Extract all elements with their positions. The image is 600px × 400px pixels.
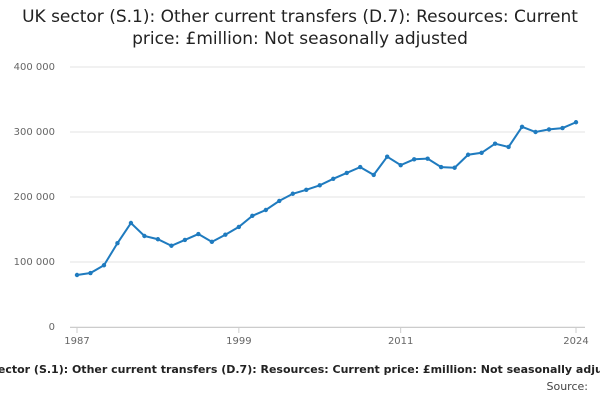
x-tick-label: 2011 — [388, 336, 413, 347]
point — [438, 164, 444, 170]
point — [506, 144, 511, 150]
point — [452, 165, 457, 170]
point — [101, 263, 107, 268]
point — [358, 164, 363, 170]
point — [209, 239, 215, 245]
point — [533, 129, 538, 135]
y-tick-label: 400 000 — [14, 62, 55, 73]
point — [573, 120, 579, 125]
point — [546, 127, 552, 132]
point — [290, 191, 295, 196]
y-tick-label: 0 — [49, 322, 55, 333]
point — [384, 154, 390, 159]
point — [331, 176, 336, 181]
source: Source: — [547, 380, 589, 393]
point — [223, 232, 228, 237]
point — [155, 237, 161, 242]
point — [411, 157, 417, 162]
point — [425, 156, 430, 161]
point — [115, 240, 120, 246]
point — [479, 150, 484, 155]
point — [142, 233, 147, 239]
point — [519, 124, 525, 129]
chart-title: UK sector (S.1): Other current transfers… — [22, 7, 578, 49]
x-tick-label: 1987 — [64, 336, 89, 347]
line — [76, 121, 577, 276]
y-tick-label: 100 000 — [14, 257, 55, 268]
point — [169, 243, 174, 248]
y-tick-label: 200 000 — [14, 192, 55, 203]
legend-label: UK sector (S.1): Other current transfers… — [0, 363, 600, 376]
point — [304, 187, 309, 193]
point — [371, 172, 376, 178]
point — [236, 224, 242, 230]
point — [398, 162, 403, 168]
point — [196, 231, 201, 237]
point — [128, 220, 134, 226]
point — [465, 152, 471, 157]
point — [560, 125, 565, 131]
point — [492, 141, 498, 146]
point — [317, 183, 322, 188]
point — [88, 270, 93, 276]
point — [344, 170, 349, 176]
point — [277, 198, 282, 204]
x-tick-label: 2024 — [563, 336, 588, 347]
y-tick-label: 300 000 — [14, 127, 55, 138]
point — [263, 207, 269, 213]
point — [182, 237, 188, 243]
x-tick-label: 1999 — [226, 336, 251, 347]
point — [74, 272, 80, 278]
point — [250, 213, 255, 219]
